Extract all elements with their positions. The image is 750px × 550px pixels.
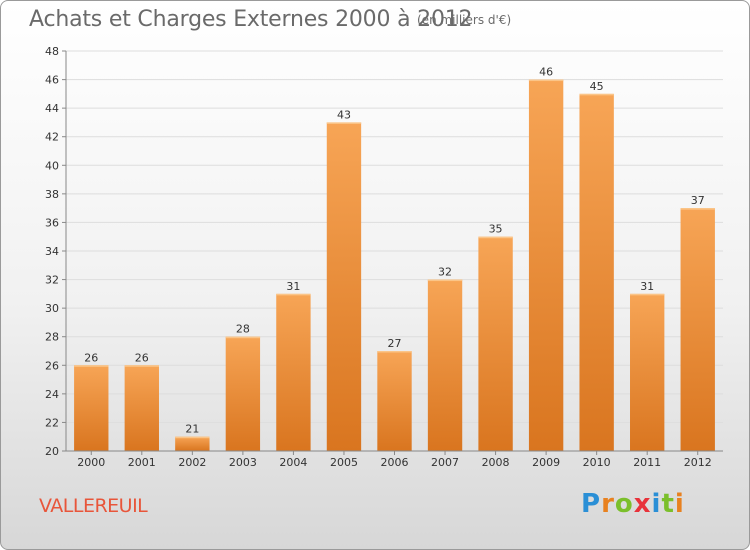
data-label: 43 xyxy=(337,108,351,121)
x-tick-label: 2006 xyxy=(381,456,409,469)
bars xyxy=(74,79,715,452)
place-name: VALLEREUIL xyxy=(39,495,148,517)
bar-top-edge xyxy=(579,93,614,96)
x-tick-label: 2001 xyxy=(128,456,156,469)
logo-letter: i xyxy=(674,489,685,519)
y-tick-label: 36 xyxy=(45,216,59,229)
bar xyxy=(377,351,412,451)
data-label: 46 xyxy=(539,66,553,79)
bar-top-edge xyxy=(124,365,159,367)
bar xyxy=(175,436,210,451)
y-tick-label: 20 xyxy=(45,445,59,458)
y-tick-label: 22 xyxy=(45,416,59,429)
labels: 20 22 24 26 28 30 32 34 36 38 40 42 44 46 48 26 2000 26 20… xyxy=(45,45,712,469)
axes xyxy=(62,50,723,455)
x-tick-label: 2011 xyxy=(633,456,661,469)
logo-letter: o xyxy=(614,489,634,519)
logo-letter: P xyxy=(581,489,602,519)
y-tick-label: 24 xyxy=(45,388,59,401)
chart-subtitle: (en milliers d'€) xyxy=(417,13,512,27)
x-tick-label: 2007 xyxy=(431,456,459,469)
logo-letter: t xyxy=(661,489,675,519)
y-tick-label: 38 xyxy=(45,188,59,201)
logo-letter: r xyxy=(601,489,615,519)
y-tick-label: 42 xyxy=(45,131,59,144)
bar-top-edge xyxy=(175,436,210,439)
bar xyxy=(225,336,261,451)
y-tick-label: 32 xyxy=(45,274,59,287)
bar-top-edge xyxy=(528,79,564,82)
data-label: 37 xyxy=(691,194,705,207)
y-tick-label: 26 xyxy=(45,359,59,372)
bar xyxy=(630,293,665,451)
bar xyxy=(74,365,109,451)
bar xyxy=(124,365,159,451)
bar xyxy=(478,236,513,451)
data-label: 45 xyxy=(590,80,604,93)
data-label: 31 xyxy=(286,280,300,293)
x-tick-label: 2012 xyxy=(684,456,712,469)
y-tick-label: 48 xyxy=(45,45,59,58)
bar-top-edge xyxy=(74,365,109,367)
y-tick-label: 34 xyxy=(45,245,59,258)
data-label: 26 xyxy=(84,351,98,364)
bar-top-edge xyxy=(680,208,715,210)
data-label: 21 xyxy=(185,423,199,436)
y-tick-label: 30 xyxy=(45,302,59,315)
data-label: 26 xyxy=(135,351,149,364)
proxiti-logo: Proxiti xyxy=(581,489,685,519)
y-tick-label: 40 xyxy=(45,159,59,172)
data-label: 31 xyxy=(640,280,654,293)
bar-top-edge xyxy=(427,279,463,282)
x-tick-label: 2005 xyxy=(330,456,358,469)
bar xyxy=(528,79,564,452)
bar xyxy=(579,93,614,451)
logo-letter: x xyxy=(633,489,652,519)
x-tick-label: 2002 xyxy=(178,456,206,469)
data-label: 35 xyxy=(489,223,503,236)
x-tick-label: 2009 xyxy=(532,456,560,469)
bar xyxy=(427,279,463,451)
bar xyxy=(326,122,362,451)
x-tick-label: 2008 xyxy=(482,456,510,469)
bar xyxy=(680,208,715,451)
logo-letter: i xyxy=(651,489,662,519)
y-tick-label: 44 xyxy=(45,102,59,115)
data-label: 28 xyxy=(236,323,250,336)
y-tick-label: 28 xyxy=(45,331,59,344)
x-tick-label: 2010 xyxy=(583,456,611,469)
bar-top-edge xyxy=(326,122,362,124)
data-label: 32 xyxy=(438,266,452,279)
bar-top-edge xyxy=(276,293,311,296)
chart-title: Achats et Charges Externes 2000 à 2012 xyxy=(29,7,473,32)
x-tick-label: 2004 xyxy=(279,456,307,469)
bar xyxy=(276,293,311,451)
y-tick-label: 46 xyxy=(45,74,59,87)
bar-top-edge xyxy=(225,336,261,339)
x-tick-label: 2000 xyxy=(77,456,105,469)
data-label: 27 xyxy=(388,337,402,350)
bar-top-edge xyxy=(478,236,513,239)
bar-top-edge xyxy=(630,293,665,296)
x-tick-label: 2003 xyxy=(229,456,257,469)
bar-top-edge xyxy=(377,351,412,353)
